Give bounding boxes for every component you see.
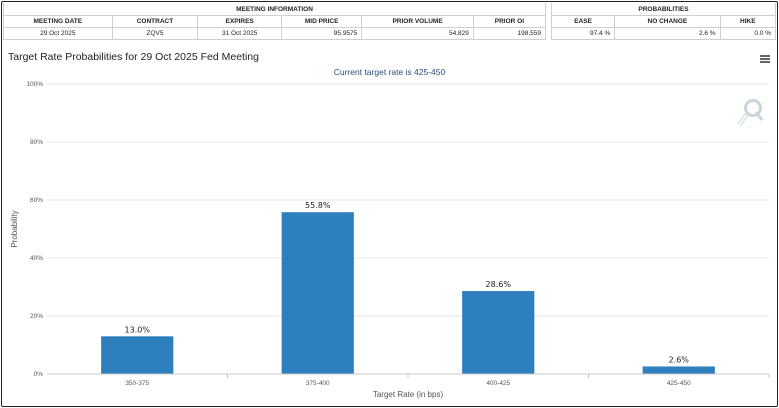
ease-value: 97.4 % xyxy=(550,27,616,40)
y-tick-label: 0% xyxy=(34,371,44,378)
x-tick-label: 425-450 xyxy=(667,380,691,387)
data-label: 28.6% xyxy=(486,280,512,289)
y-axis-label: Probability xyxy=(10,210,19,247)
meeting-information-table: MEETING INFORMATION MEETING DATE CONTRAC… xyxy=(3,3,547,40)
col-expires: EXPIRES xyxy=(197,15,283,28)
bar-425-450[interactable] xyxy=(642,366,715,374)
col-no-change: NO CHANGE xyxy=(614,15,721,28)
chart-title: Target Rate Probabilities for 29 Oct 202… xyxy=(8,51,259,63)
meeting-date-value: 29 Oct 2025 xyxy=(3,27,113,40)
col-prior-volume: PRIOR VOLUME xyxy=(361,15,474,28)
x-tick-label: 400-425 xyxy=(486,380,510,387)
col-ease: EASE xyxy=(550,15,616,28)
x-tick-label: 350-375 xyxy=(125,380,149,387)
y-tick-label: 100% xyxy=(26,81,43,88)
y-tick-label: 40% xyxy=(30,255,43,262)
bar-400-425[interactable] xyxy=(462,291,535,374)
data-label: 55.8% xyxy=(305,201,331,210)
mid-price-value: 95.9575 xyxy=(281,27,363,40)
x-tick-label: 375-400 xyxy=(306,380,330,387)
bar-375-400[interactable] xyxy=(281,212,354,374)
data-label: 2.6% xyxy=(669,355,690,364)
data-labels: 13.0% 55.8% 28.6% 2.6% xyxy=(125,201,690,364)
y-tick-label: 20% xyxy=(30,313,43,320)
grid-lines xyxy=(47,83,769,317)
prior-volume-value: 54,829 xyxy=(361,27,474,40)
prior-oi-value: 198,559 xyxy=(472,27,547,40)
x-axis-label: Target Rate (in bps) xyxy=(373,390,444,399)
axes: 0% 20% 40% 60% 80% 100% 350-375 375-400 400-425 4… xyxy=(26,81,770,387)
data-label: 13.0% xyxy=(125,325,151,334)
chart-subtitle: Current target rate is 425-450 xyxy=(333,67,446,77)
bar-350-375[interactable] xyxy=(101,336,174,374)
q-logo-icon xyxy=(737,99,764,127)
probabilities-table: PROBABILITIES EASE NO CHANGE HIKE 97.4 %… xyxy=(550,3,777,40)
bars xyxy=(101,212,715,374)
hamburger-menu-icon[interactable] xyxy=(760,55,770,63)
col-hike: HIKE xyxy=(719,15,777,28)
y-tick-label: 80% xyxy=(30,139,43,146)
y-tick-label: 60% xyxy=(30,197,43,204)
hike-value: 0.0 % xyxy=(719,27,777,40)
